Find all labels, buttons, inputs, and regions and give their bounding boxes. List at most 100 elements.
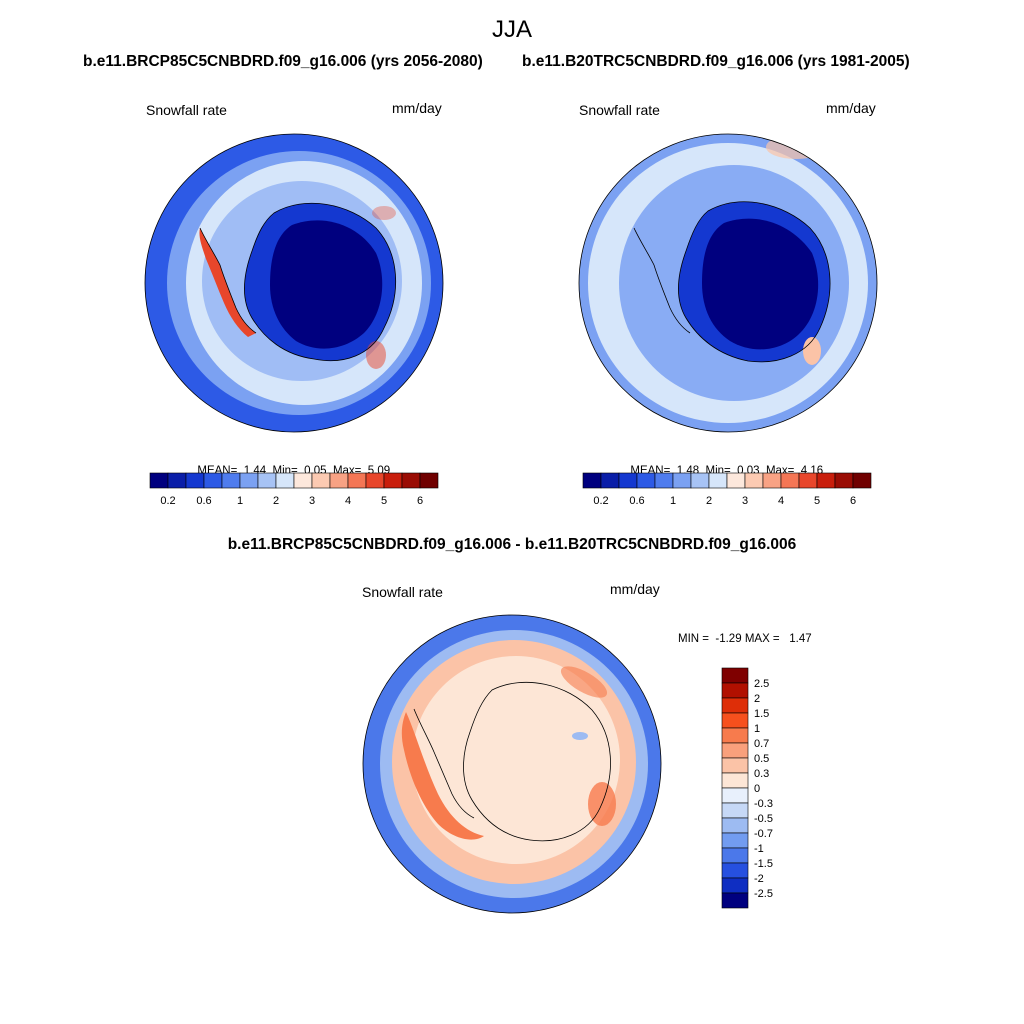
colorbar-box [834, 472, 854, 489]
colorbar-tick-label: 6 [417, 495, 423, 507]
colorbar-box [744, 472, 764, 489]
colorbar-box [721, 712, 749, 729]
panel-historical-variable: Snowfall rate [579, 102, 660, 118]
colorbar-box [275, 472, 295, 489]
colorbar-box [167, 472, 187, 489]
panel-future-title: b.e11.BRCP85C5CNBDRD.f09_g16.006 (yrs 20… [83, 53, 483, 70]
colorbar-box [329, 472, 349, 489]
colorbar-box [672, 472, 692, 489]
panel-future-units: mm/day [392, 100, 442, 116]
colorbar-tick-label: 4 [345, 495, 351, 507]
colorbar-box [721, 742, 749, 759]
coastline [244, 202, 397, 362]
diff-near-zero [412, 656, 620, 864]
map-difference [362, 614, 662, 914]
colorbar-tick-label: 2 [754, 693, 760, 705]
colorbar-tick-label: -2 [754, 873, 764, 885]
colorbar-future: 0.2 0.6 1 2 3 4 5 6 [149, 472, 439, 507]
colorbar-box [257, 472, 277, 489]
colorbar-box [293, 472, 313, 489]
colorbar-box [239, 472, 259, 489]
colorbar-tick-label: -1.5 [754, 858, 773, 870]
colorbar-box [185, 472, 205, 489]
coastal-snowfall-patch [366, 341, 386, 369]
map-boundary [144, 133, 444, 433]
colorbar-tick-label: 0.5 [754, 753, 769, 765]
colorbar-tick-label: 3 [309, 495, 315, 507]
colorbar-box [383, 472, 403, 489]
map-historical [578, 133, 878, 433]
colorbar-box [721, 772, 749, 789]
colorbar-box [721, 757, 749, 774]
panel-historical-title: b.e11.B20TRC5CNBDRD.f09_g16.006 (yrs 198… [522, 53, 910, 70]
colorbar-historical: 0.2 0.6 1 2 3 4 5 6 [582, 472, 872, 507]
colorbar-box [721, 802, 749, 819]
diff-panel-title: b.e11.BRCP85C5CNBDRD.f09_g16.006 - b.e11… [227, 536, 797, 553]
colorbar-box [654, 472, 674, 489]
diff-panel-variable: Snowfall rate [362, 584, 443, 600]
continent-interior [270, 220, 383, 349]
colorbar-box [762, 472, 782, 489]
colorbar-box [203, 472, 223, 489]
colorbar-box [721, 847, 749, 864]
colorbar-tick-label: 2 [706, 495, 712, 507]
colorbar-box [721, 697, 749, 714]
colorbar-tick-label: 1 [237, 495, 243, 507]
colorbar-tick-label: 0 [754, 783, 760, 795]
colorbar-tick-label: 3 [742, 495, 748, 507]
colorbar-tick-label: 2.5 [754, 678, 769, 690]
coastal-snowfall-patch [803, 337, 821, 365]
colorbar-box [721, 862, 749, 879]
colorbar-box [721, 877, 749, 894]
coastal-snowfall-patch [372, 206, 396, 220]
colorbar-box [149, 472, 169, 489]
colorbar-tick-label: 0.7 [754, 738, 769, 750]
colorbar-tick-label: 5 [814, 495, 820, 507]
colorbar-tick-label: 1 [754, 723, 760, 735]
colorbar-difference: 2.5 2 1.5 1 0.7 0.5 0.3 0 -0.3 -0.5 -0.7 -1 -1.5 -2 -2… [721, 667, 773, 909]
panel-historical-units: mm/day [826, 100, 876, 116]
diff-coastal-increase [560, 666, 608, 698]
colorbar-box [582, 472, 602, 489]
colorbar-box [311, 472, 331, 489]
colorbar-box [780, 472, 800, 489]
colorbar-tick-label: 4 [778, 495, 784, 507]
colorbar-tick-label: -0.7 [754, 828, 773, 840]
map-boundary [362, 614, 662, 914]
colorbar-box [419, 472, 439, 489]
colorbar-tick-label: 1 [670, 495, 676, 507]
colorbar-tick-label: 0.6 [629, 495, 644, 507]
colorbar-box [401, 472, 421, 489]
colorbar-box [721, 892, 749, 909]
colorbar-box [721, 817, 749, 834]
colorbar-box [726, 472, 746, 489]
colorbar-box [721, 832, 749, 849]
peninsula-coastline [633, 227, 691, 334]
colorbar-box [618, 472, 638, 489]
colorbar-box [798, 472, 818, 489]
colorbar-box [721, 787, 749, 804]
colorbar-tick-label: 6 [850, 495, 856, 507]
colorbar-tick-label: 1.5 [754, 708, 769, 720]
colorbar-box [721, 682, 749, 699]
colorbar-box [708, 472, 728, 489]
colorbar-box [816, 472, 836, 489]
warm-patch [766, 135, 826, 159]
diff-small-decrease [572, 732, 588, 740]
colorbar-box [636, 472, 656, 489]
colorbar-tick-label: -0.5 [754, 813, 773, 825]
colorbar-box [721, 667, 749, 684]
colorbar-box [600, 472, 620, 489]
colorbar-tick-label: -2.5 [754, 888, 773, 900]
diff-panel-stats: MIN = -1.29 MAX = 1.47 [678, 633, 812, 645]
colorbar-tick-label: -1 [754, 843, 764, 855]
figure-title: JJA [491, 16, 532, 43]
coastline [463, 681, 611, 842]
colorbar-box [721, 727, 749, 744]
diff-peninsula-increase [401, 712, 484, 840]
map-future [144, 133, 444, 433]
peninsula-coastline [413, 708, 475, 819]
colorbar-tick-label: 0.6 [196, 495, 211, 507]
colorbar-tick-label: 2 [273, 495, 279, 507]
colorbar-tick-label: -0.3 [754, 798, 773, 810]
